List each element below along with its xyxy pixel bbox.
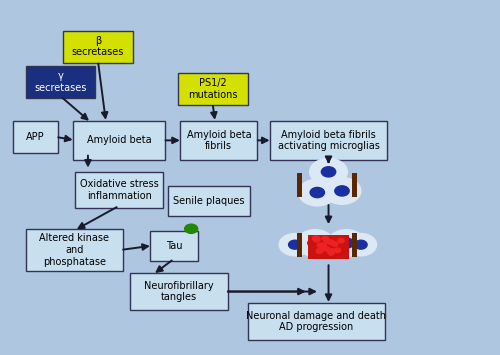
- Circle shape: [184, 224, 198, 233]
- Circle shape: [328, 240, 334, 245]
- FancyBboxPatch shape: [130, 273, 228, 310]
- Text: Altered kinase
and
phosphatase: Altered kinase and phosphatase: [39, 233, 109, 267]
- Circle shape: [312, 236, 319, 240]
- FancyBboxPatch shape: [26, 229, 123, 271]
- FancyBboxPatch shape: [248, 303, 384, 340]
- Text: γ
secretases: γ secretases: [34, 71, 86, 93]
- Circle shape: [296, 230, 334, 256]
- FancyBboxPatch shape: [297, 173, 302, 197]
- FancyBboxPatch shape: [13, 121, 58, 153]
- Circle shape: [308, 238, 322, 248]
- FancyBboxPatch shape: [150, 230, 198, 261]
- Circle shape: [324, 239, 330, 243]
- Circle shape: [318, 243, 324, 248]
- Circle shape: [314, 236, 320, 241]
- FancyBboxPatch shape: [168, 186, 250, 217]
- Circle shape: [320, 243, 326, 247]
- Text: Senile plaques: Senile plaques: [173, 196, 244, 206]
- Text: Amyloid beta: Amyloid beta: [87, 135, 152, 145]
- Circle shape: [328, 251, 334, 255]
- Circle shape: [310, 187, 324, 198]
- FancyBboxPatch shape: [180, 121, 258, 160]
- Circle shape: [328, 248, 334, 253]
- Text: Neurofibrillary
tangles: Neurofibrillary tangles: [144, 281, 214, 302]
- Circle shape: [324, 247, 330, 251]
- Circle shape: [310, 158, 348, 185]
- FancyBboxPatch shape: [178, 73, 248, 105]
- Text: Tau: Tau: [166, 241, 182, 251]
- Text: PS1/2
mutations: PS1/2 mutations: [188, 78, 238, 100]
- Text: β
secretases: β secretases: [72, 36, 124, 58]
- Circle shape: [338, 239, 344, 243]
- FancyBboxPatch shape: [63, 31, 133, 62]
- Circle shape: [334, 248, 340, 252]
- Circle shape: [288, 240, 301, 249]
- Circle shape: [322, 167, 336, 177]
- FancyBboxPatch shape: [26, 66, 96, 98]
- Circle shape: [322, 236, 328, 241]
- Circle shape: [335, 186, 349, 196]
- FancyBboxPatch shape: [73, 121, 165, 160]
- Circle shape: [298, 179, 336, 206]
- Text: Oxidative stress
inflammation: Oxidative stress inflammation: [80, 179, 158, 201]
- Circle shape: [340, 238, 353, 248]
- Circle shape: [320, 246, 326, 250]
- Circle shape: [345, 234, 376, 256]
- FancyBboxPatch shape: [352, 173, 357, 197]
- Text: Neuronal damage and death
AD progression: Neuronal damage and death AD progression: [246, 311, 386, 332]
- Circle shape: [279, 234, 310, 256]
- Circle shape: [317, 248, 323, 253]
- Text: Amyloid beta fibrils
activating microglias: Amyloid beta fibrils activating microgli…: [278, 130, 380, 151]
- Circle shape: [316, 249, 322, 253]
- Circle shape: [323, 178, 361, 204]
- FancyBboxPatch shape: [270, 121, 387, 160]
- Circle shape: [354, 240, 367, 249]
- FancyBboxPatch shape: [308, 235, 349, 259]
- Circle shape: [332, 242, 338, 246]
- FancyBboxPatch shape: [76, 172, 162, 208]
- Circle shape: [328, 249, 334, 253]
- FancyBboxPatch shape: [297, 233, 302, 257]
- Text: APP: APP: [26, 132, 45, 142]
- Circle shape: [328, 230, 366, 256]
- FancyBboxPatch shape: [352, 233, 357, 257]
- Circle shape: [314, 237, 320, 242]
- Text: Amyloid beta
fibrils: Amyloid beta fibrils: [186, 130, 251, 151]
